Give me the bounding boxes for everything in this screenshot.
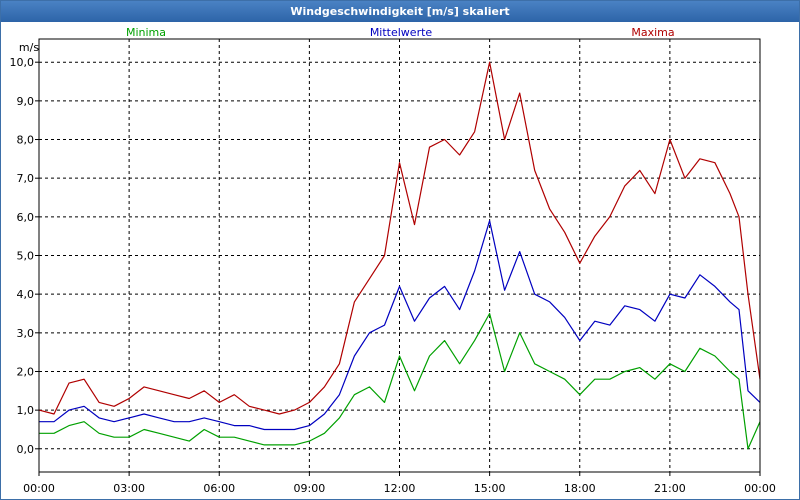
legend-item-maxima: Maxima: [631, 26, 674, 39]
y-tick-label: 4,0: [17, 288, 35, 301]
x-tick-time-label: 12:00: [384, 482, 416, 495]
y-tick-label: 1,0: [17, 404, 35, 417]
x-tick-date-label: 22.03.17: [645, 498, 694, 499]
series-line-minima: [39, 312, 761, 450]
x-tick-date-label: 22.03.17: [15, 498, 64, 499]
y-tick-label: 9,0: [17, 95, 35, 108]
y-tick-label: 7,0: [17, 172, 35, 185]
y-tick-label: 6,0: [17, 211, 35, 224]
x-tick-date-label: 22.03.17: [105, 498, 154, 499]
series-line-mittelwerte: [39, 220, 761, 431]
x-tick-date-label: 23.03.17: [736, 498, 785, 499]
x-tick-time-label: 00:00: [23, 482, 55, 495]
x-tick-time-label: 18:00: [564, 482, 596, 495]
x-tick-date-label: 22.03.17: [465, 498, 514, 499]
chart-title: Windgeschwindigkeit [m/s] skaliert: [1, 1, 799, 22]
y-tick-label: 3,0: [17, 327, 35, 340]
legend-item-minima: Minima: [126, 26, 166, 39]
x-tick-time-label: 09:00: [294, 482, 326, 495]
series-line-maxima: [38, 61, 761, 415]
x-tick-date-label: 22.03.17: [195, 498, 244, 499]
y-tick-label: 2,0: [17, 365, 35, 378]
x-tick-time-label: 21:00: [654, 482, 686, 495]
x-tick-date-label: 22.03.17: [375, 498, 424, 499]
x-tick-time-label: 00:00: [744, 482, 776, 495]
x-tick-time-label: 15:00: [474, 482, 506, 495]
y-axis-label: m/s: [19, 41, 39, 54]
chart-canvas: m/s 0,0 1,0 2,0 3,0 4,0 5,0 6,0 7,0 8,0 9,0 10,0 00…: [10, 26, 785, 499]
x-tick-date-label: 22.03.17: [285, 498, 334, 499]
x-tick-time-label: 06:00: [203, 482, 235, 495]
legend-item-mittelwerte: Mittelwerte: [370, 26, 433, 39]
y-tick-label: 10,0: [10, 56, 35, 69]
y-tick-label: 0,0: [17, 443, 35, 456]
y-tick-label: 5,0: [17, 250, 35, 263]
y-tick-label: 8,0: [17, 134, 35, 147]
x-tick-date-label: 22.03.17: [555, 498, 604, 499]
x-tick-time-label: 03:00: [113, 482, 145, 495]
